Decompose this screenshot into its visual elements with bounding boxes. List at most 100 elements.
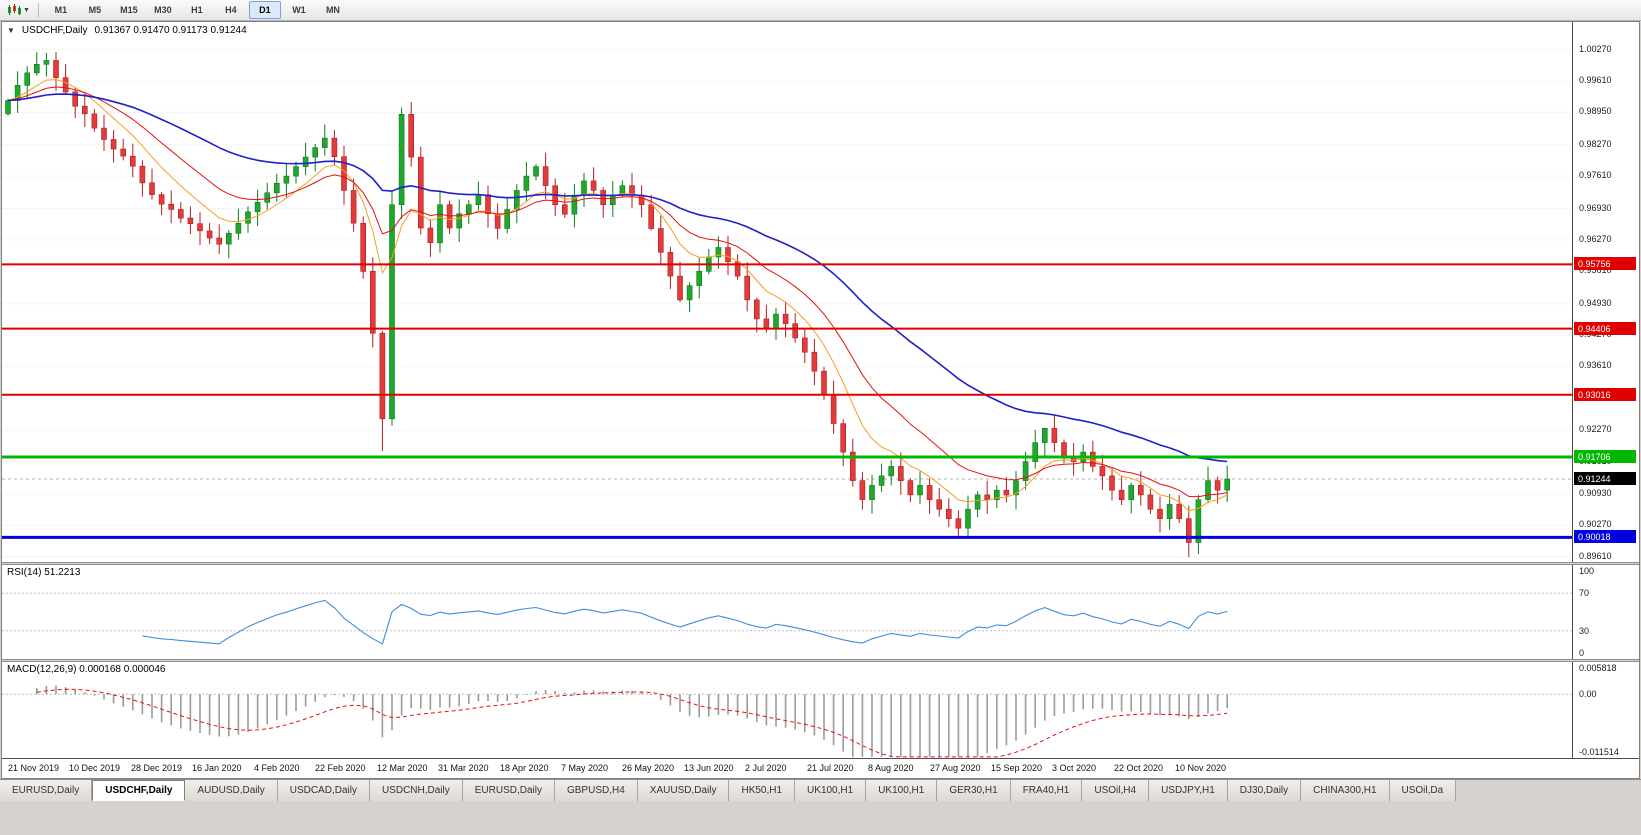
price-tick-label: 0.90930 — [1579, 488, 1612, 498]
chart-tab-usdcad-daily[interactable]: USDCAD,Daily — [277, 780, 370, 801]
chart-tab-usdcnh-daily[interactable]: USDCNH,Daily — [369, 780, 463, 801]
macd-tick-label: 0.005818 — [1579, 663, 1617, 673]
rsi-indicator-label: RSI(14) 51.2213 — [7, 567, 81, 578]
price-tick-label: 0.99610 — [1579, 75, 1612, 85]
chart-tab-uk100-h1[interactable]: UK100,H1 — [866, 780, 938, 801]
rsi-axis[interactable]: 100 70 30 0 — [1572, 565, 1639, 659]
ma-medium-line — [7, 86, 1228, 498]
date-axis[interactable]: 21 Nov 2019 10 Dec 2019 28 Dec 2019 16 Jan … — [2, 758, 1639, 778]
date-axis-label: 22 Oct 2020 — [1114, 763, 1164, 773]
date-axis-label: 8 Aug 2020 — [868, 763, 914, 773]
candles — [5, 52, 1230, 558]
chart-tab-uk100-h1[interactable]: UK100,H1 — [795, 780, 867, 801]
rsi-line — [142, 599, 1228, 645]
date-axis-label: 3 Oct 2020 — [1052, 763, 1097, 773]
chart-tab-dj30-daily[interactable]: DJ30,Daily — [1227, 780, 1302, 801]
timeframe-button-m15[interactable]: M15 — [120, 5, 138, 15]
chart-type-button[interactable]: ▼ — [4, 2, 33, 19]
date-axis-label: 22 Feb 2020 — [315, 763, 366, 773]
timeframe-button-mn[interactable]: MN — [325, 5, 340, 15]
chart-tab-eurusd-daily[interactable]: EURUSD,Daily — [462, 780, 555, 801]
rsi-tick-label: 70 — [1579, 588, 1590, 598]
date-axis-label: 12 Mar 2020 — [377, 763, 428, 773]
date-axis-label: 10 Nov 2020 — [1175, 763, 1227, 773]
macd-panel[interactable]: MACD(12,26,9) 0.000168 0.000046 0.005818… — [2, 662, 1639, 758]
macd-plot[interactable] — [2, 662, 1572, 758]
date-axis-label: 27 Aug 2020 — [930, 763, 981, 773]
date-axis-label: 21 Jul 2020 — [807, 763, 854, 773]
chart-tab-usoil-h4[interactable]: USOil,H4 — [1082, 780, 1150, 801]
chart-tab-usdjpy-h1[interactable]: USDJPY,H1 — [1149, 780, 1228, 801]
price-tick-label: 0.95610 — [1579, 265, 1612, 275]
timeframe-toolbar: ▼ M1 M5 M15 M30 H1 H4 D1 W1 MN — [0, 0, 1641, 21]
price-tick-label: 0.92270 — [1579, 424, 1612, 434]
date-axis-label: 2 Jul 2020 — [745, 763, 787, 773]
panel-splitter[interactable] — [2, 562, 1639, 565]
chart-tab-ger30-h1[interactable]: GER30,H1 — [937, 780, 1011, 801]
date-axis-label: 28 Dec 2019 — [131, 763, 183, 773]
price-tick-label: 0.98270 — [1579, 139, 1612, 149]
macd-histogram — [35, 685, 1228, 757]
macd-signal-line — [36, 688, 1228, 758]
chart-tab-audusd-daily[interactable]: AUDUSD,Daily — [185, 780, 278, 801]
symbol-dropdown-caret-icon[interactable]: ▼ — [7, 26, 15, 35]
chart-region: ▼ USDCHF,Daily 0.91367 0.91470 0.91173 0… — [1, 21, 1640, 779]
chart-tab-usdchf-daily[interactable]: USDCHF,Daily — [92, 780, 186, 801]
chart-tab-fra40-h1[interactable]: FRA40,H1 — [1010, 780, 1083, 801]
level-price-badge: 0.93016 — [1574, 388, 1636, 401]
level-price-badge: 0.90018 — [1574, 530, 1636, 543]
rsi-tick-label: 100 — [1579, 566, 1595, 576]
timeframe-button-d1[interactable]: D1 — [248, 1, 281, 19]
rsi-plot[interactable] — [2, 565, 1572, 659]
date-axis-label: 10 Dec 2019 — [69, 763, 121, 773]
price-panel[interactable]: ▼ USDCHF,Daily 0.91367 0.91470 0.91173 0… — [2, 22, 1639, 562]
timeframe-button-group: M1 M5 M15 M30 H1 H4 D1 W1 MN — [44, 1, 350, 19]
rsi-panel[interactable]: RSI(14) 51.2213 100 70 30 0 — [2, 565, 1639, 659]
chart-tab-gbpusd-h4[interactable]: GBPUSD,H4 — [554, 780, 638, 801]
price-tick-label: 0.98950 — [1579, 106, 1612, 116]
macd-indicator-label: MACD(12,26,9) 0.000168 0.000046 — [7, 664, 166, 675]
chart-tab-xauusd-daily[interactable]: XAUUSD,Daily — [637, 780, 730, 801]
price-tick-label: 0.90270 — [1579, 519, 1612, 529]
panel-splitter[interactable] — [2, 659, 1639, 662]
ma-slow-line — [7, 93, 1228, 463]
timeframe-button-m5[interactable]: M5 — [88, 5, 102, 15]
timeframe-button-h1[interactable]: H1 — [191, 5, 203, 15]
macd-tick-label: 0.00 — [1579, 689, 1597, 699]
chart-tab-china300-h1[interactable]: CHINA300,H1 — [1301, 780, 1390, 801]
timeframe-button-m1[interactable]: M1 — [54, 5, 68, 15]
price-tick-label: 0.93610 — [1579, 360, 1612, 370]
current-price-badge: 0.91244 — [1574, 472, 1636, 485]
date-axis-label: 31 Mar 2020 — [438, 763, 489, 773]
price-tick-label: 1.00270 — [1579, 44, 1612, 54]
price-axis[interactable]: 1.00270 0.99610 0.98950 0.98270 0.97610 0.969… — [1572, 22, 1639, 562]
price-gridlines — [2, 49, 1572, 558]
chart-symbol-label: USDCHF,Daily — [21, 25, 88, 36]
window-background — [0, 801, 1641, 835]
date-axis-label: 13 Jun 2020 — [684, 763, 734, 773]
date-axis-label: 15 Sep 2020 — [991, 763, 1043, 773]
date-axis-label: 26 May 2020 — [622, 763, 675, 773]
toolbar-separator — [37, 3, 39, 17]
price-tick-label: 0.96930 — [1579, 203, 1612, 213]
chart-type-dropdown-caret-icon: ▼ — [23, 6, 30, 14]
date-axis-label: 18 Apr 2020 — [500, 763, 549, 773]
date-axis-label: 21 Nov 2019 — [8, 763, 60, 773]
macd-axis[interactable]: 0.005818 0.00 -0.011514 — [1572, 662, 1639, 758]
chart-tab-hk50-h1[interactable]: HK50,H1 — [729, 780, 796, 801]
timeframe-button-m30[interactable]: M30 — [154, 5, 172, 15]
chart-tab-eurusd-daily[interactable]: EURUSD,Daily — [0, 780, 93, 801]
rsi-tick-label: 0 — [1579, 648, 1585, 658]
candlestick-chart-icon — [8, 4, 21, 15]
date-axis-label: 7 May 2020 — [561, 763, 609, 773]
chart-header: ▼ USDCHF,Daily 0.91367 0.91470 0.91173 0… — [7, 25, 247, 36]
chart-tab-usoil-da[interactable]: USOil,Da — [1389, 780, 1457, 801]
price-tick-label: 0.96270 — [1579, 234, 1612, 244]
chart-ohlc-values: 0.91367 0.91470 0.91173 0.91244 — [94, 25, 247, 36]
level-price-badge: 0.95756 — [1574, 257, 1636, 270]
price-tick-label: 0.97610 — [1579, 170, 1612, 180]
price-chart-plot[interactable] — [2, 22, 1572, 562]
timeframe-button-w1[interactable]: W1 — [292, 5, 306, 15]
timeframe-button-h4[interactable]: H4 — [225, 5, 237, 15]
date-axis-label: 16 Jan 2020 — [192, 763, 242, 773]
